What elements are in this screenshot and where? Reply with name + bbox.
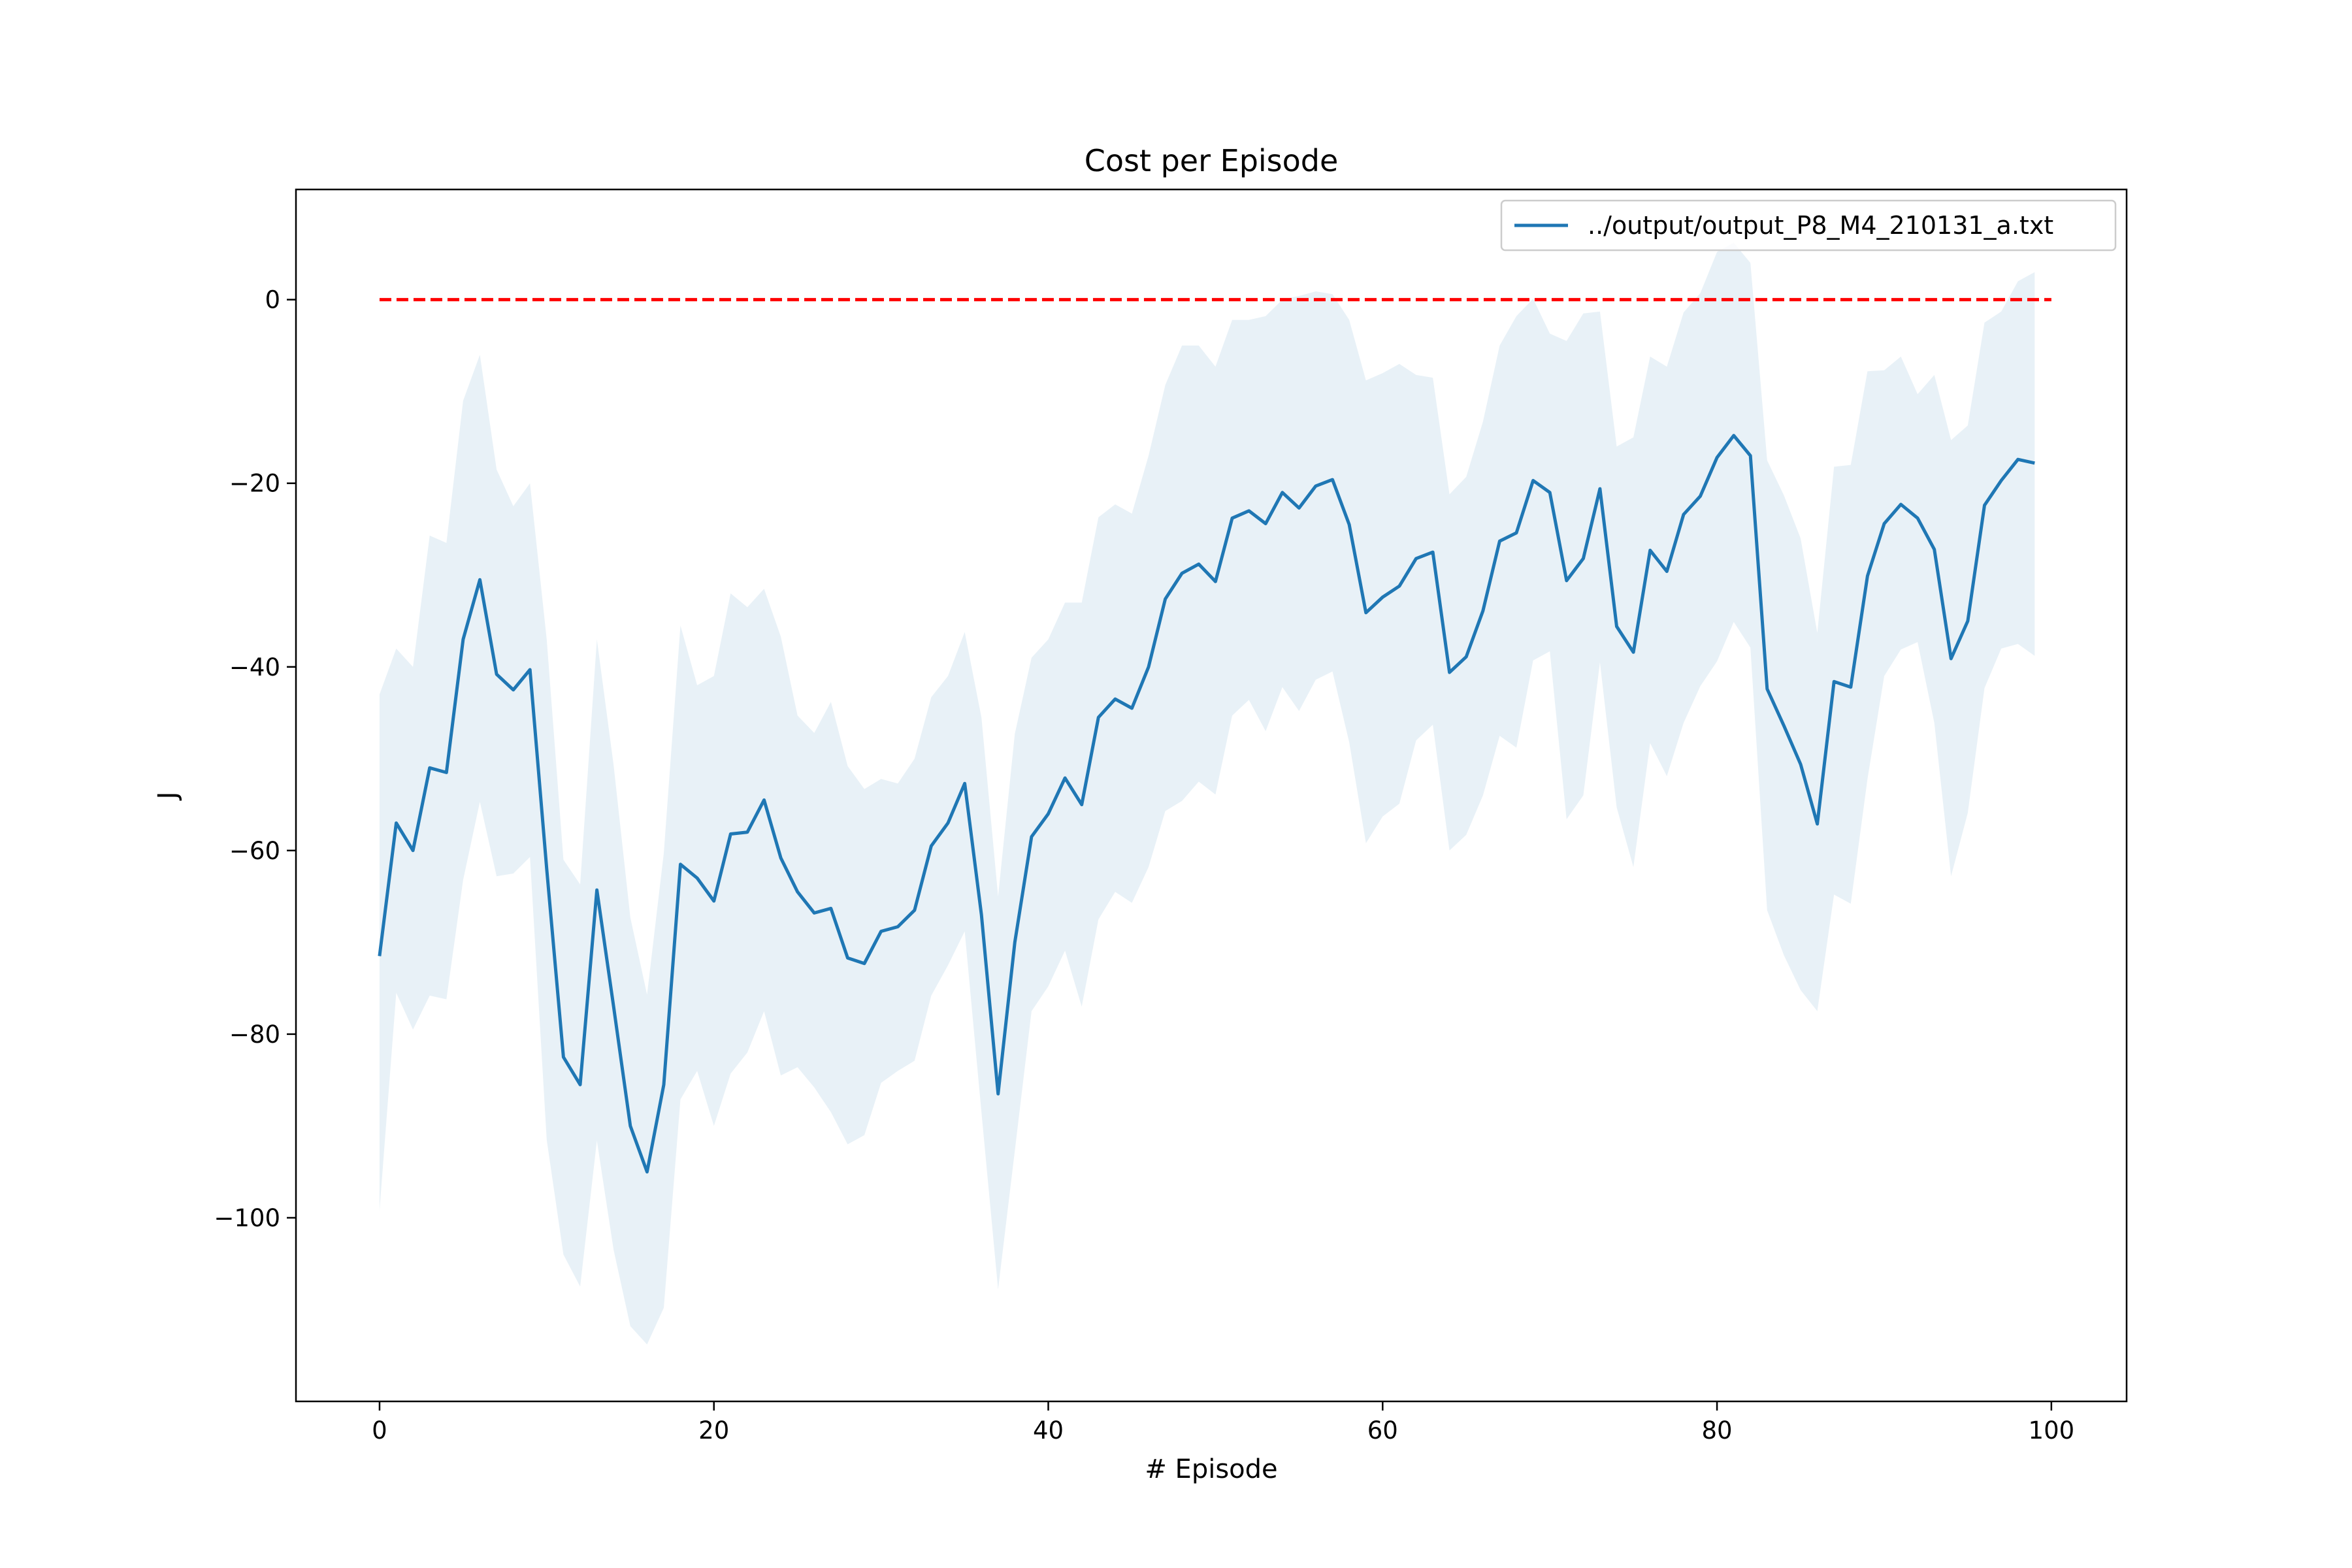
series-line bbox=[378, 434, 2035, 1174]
chart-title: Cost per Episode bbox=[1085, 143, 1339, 178]
y-tick-label: −40 bbox=[229, 653, 280, 681]
x-tick-label: 100 bbox=[2029, 1416, 2075, 1445]
confidence-band bbox=[379, 242, 2035, 1345]
legend: ../output/output_P8_M4_210131_a.txt bbox=[1500, 199, 2117, 252]
x-tick-label: 20 bbox=[698, 1416, 729, 1445]
x-tick-label: 80 bbox=[1702, 1416, 1733, 1445]
x-axis-label: # Episode bbox=[1145, 1454, 1277, 1484]
x-tick-label: 40 bbox=[1033, 1416, 1064, 1445]
legend-entry-label: ../output/output_P8_M4_210131_a.txt bbox=[1588, 211, 2053, 240]
legend-box bbox=[1500, 199, 2117, 252]
y-tick-label: −60 bbox=[229, 837, 280, 865]
y-axis-label: J bbox=[153, 792, 183, 802]
plot-frame bbox=[295, 188, 2128, 1403]
y-tick-label: −20 bbox=[229, 470, 280, 498]
y-tick-label: −100 bbox=[214, 1204, 280, 1232]
x-tick-label: 0 bbox=[372, 1416, 387, 1445]
y-tick-label: 0 bbox=[265, 286, 280, 314]
x-tick-label: 60 bbox=[1367, 1416, 1398, 1445]
y-tick-label: −80 bbox=[229, 1021, 280, 1049]
